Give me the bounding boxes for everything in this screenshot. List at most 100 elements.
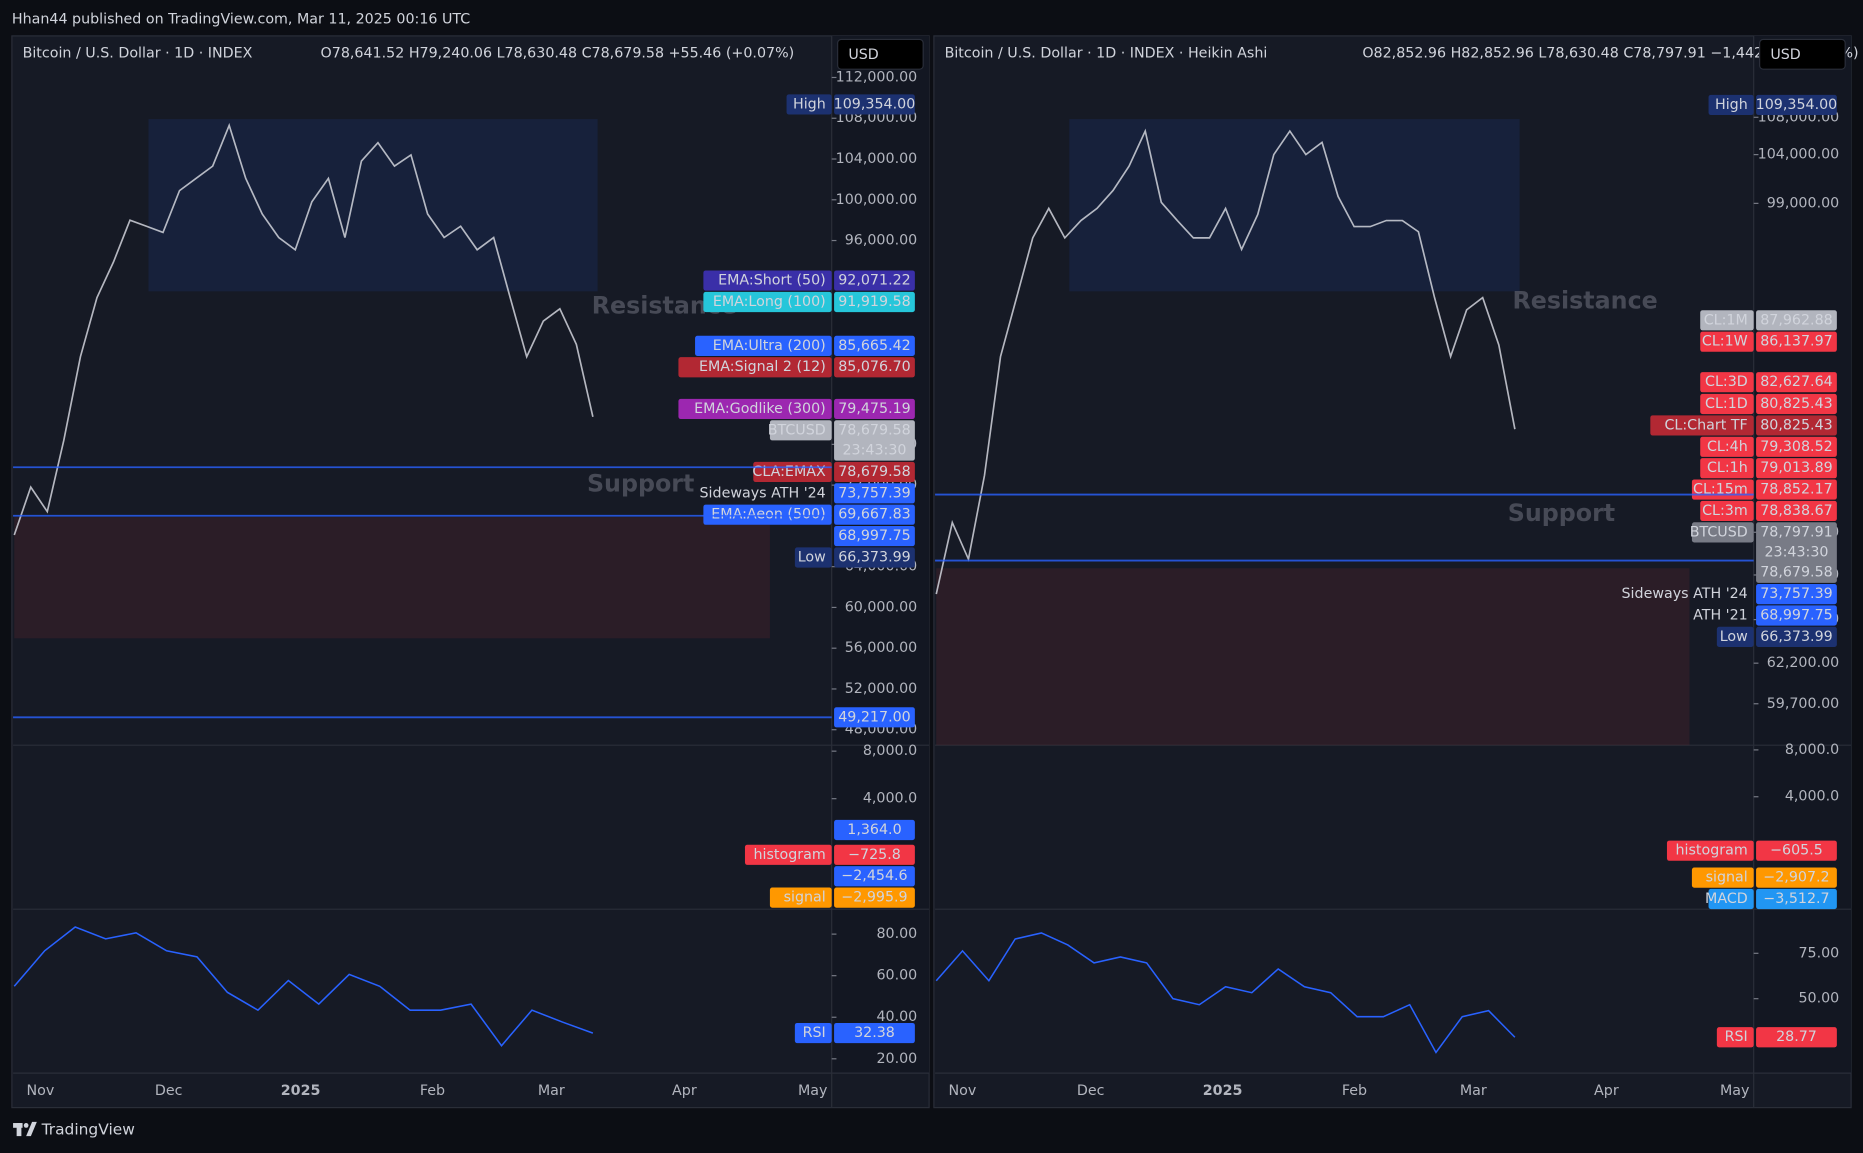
y-tick-label: 59,700.00 — [1767, 696, 1840, 712]
x-tick-label: Apr — [1594, 1083, 1619, 1099]
tag-name: RSI — [1725, 1029, 1748, 1045]
price-tag — [834, 844, 915, 865]
tag-name-box — [1691, 522, 1754, 543]
tag-name-box — [1700, 372, 1754, 393]
x-tick-label: Nov — [948, 1083, 976, 1099]
x-tick-label: Nov — [26, 1083, 54, 1099]
price-tag — [1756, 500, 1837, 522]
tag-name-box — [1716, 626, 1754, 648]
tag-name: signal — [1706, 870, 1748, 886]
x-tick-label: Feb — [420, 1083, 445, 1099]
currency: USD — [848, 47, 878, 63]
price-tag-label: 68,997.75 — [838, 528, 911, 544]
tag-name: MACD — [1705, 891, 1748, 907]
price-tag-label: 69,667.83 — [838, 507, 911, 523]
tag-name-box — [794, 1022, 832, 1044]
tag-name-box — [769, 887, 832, 908]
price-tag — [1756, 479, 1837, 500]
y-tick-label: 4,000.0 — [863, 791, 917, 807]
rsi-line — [935, 932, 1516, 1054]
price-tag-label: 49,217.00 — [838, 709, 911, 725]
resistance-zone — [1069, 119, 1520, 292]
price-tag-label: −2,907.2 — [1763, 870, 1829, 886]
tag-name: High — [793, 96, 826, 112]
tag-name: CL:1D — [1705, 396, 1748, 412]
price-tag — [1756, 310, 1837, 331]
price-tag — [1756, 584, 1837, 605]
tag-name: histogram — [754, 847, 826, 863]
price-tag-label: 91,919.58 — [838, 294, 911, 310]
price-tag-label: 109,354.00 — [834, 96, 916, 112]
price-tag-label: 79,013.89 — [1760, 460, 1833, 476]
chart-panel — [11, 35, 930, 1109]
price-tag — [834, 398, 915, 420]
price-tag-label: 78,797.91 — [1760, 524, 1833, 540]
price-tag — [1756, 867, 1837, 888]
y-tick-label: 104,000.00 — [1758, 147, 1840, 163]
price-tag-label: −605.5 — [1770, 843, 1823, 859]
price-tag-label: 68,997.75 — [1760, 608, 1833, 624]
tag-name: signal — [784, 890, 826, 906]
chart-panel — [933, 35, 1852, 1109]
price-tag-sub: 23:43:30 — [1764, 545, 1828, 561]
price-tag-label: 32.38 — [854, 1025, 895, 1041]
publish-header: Hhan44 published on TradingView.com, Mar… — [12, 11, 470, 27]
y-tick-label: 4,000.0 — [1785, 789, 1839, 805]
price-tag — [1756, 605, 1837, 626]
ohlc-values: O82,852.96 H82,852.96 L78,630.48 C78,797… — [1362, 46, 1858, 62]
price-tag — [834, 504, 915, 525]
price-tag — [834, 1022, 915, 1044]
y-tick-label: 80.00 — [876, 926, 917, 942]
tag-name-box — [1700, 310, 1754, 331]
price-tag-label: 1,364.0 — [847, 822, 901, 838]
price-tag — [1756, 372, 1837, 393]
x-tick-label: Mar — [1460, 1083, 1487, 1099]
tag-name: CLA:EMAX — [752, 464, 826, 480]
symbol-title: Bitcoin / U.S. Dollar · 1D · INDEX — [23, 46, 253, 62]
y-tick-label: 56,000.00 — [845, 640, 918, 656]
price-tag-label: 78,679.58 — [838, 422, 911, 438]
price-tag-sub: 78,679.58 — [1760, 565, 1833, 581]
tag-name-box — [786, 94, 832, 115]
tag-name: EMA:Long (100) — [713, 294, 826, 310]
y-tick-label: 112,000.00 — [836, 69, 918, 85]
price-tag — [1756, 331, 1837, 352]
price-tag — [834, 707, 915, 728]
price-tag — [834, 819, 915, 841]
price-tag — [1756, 393, 1837, 415]
tag-name: CL:15m — [1693, 482, 1748, 498]
price-tag-label: 85,076.70 — [838, 359, 911, 375]
rsi-line — [13, 926, 594, 1047]
tag-name-box — [769, 420, 832, 441]
support-zone — [936, 568, 1690, 746]
tag-name-box — [695, 335, 832, 356]
price-tag-label: 85,665.42 — [838, 338, 911, 354]
tag-name-box — [1700, 331, 1754, 352]
y-tick-label: 60.00 — [876, 968, 917, 984]
x-tick-label: Mar — [538, 1083, 565, 1099]
y-tick-label: 99,000.00 — [1767, 195, 1840, 211]
price-tag — [834, 866, 915, 887]
price-tag-label: 66,373.99 — [1760, 629, 1833, 645]
price-tag — [834, 461, 915, 483]
price-tag-label: 80,825.43 — [1760, 417, 1833, 433]
tag-name: CL:4h — [1707, 439, 1748, 455]
tag-name: histogram — [1676, 843, 1748, 859]
y-tick-label: 62,200.00 — [1767, 655, 1840, 671]
currency-button — [837, 38, 924, 70]
price-tag-label: 66,373.99 — [838, 549, 911, 565]
price-tag — [834, 270, 915, 291]
price-tag — [834, 291, 915, 313]
tag-name-box — [678, 357, 832, 378]
tag-name: RSI — [803, 1025, 826, 1041]
price-tag-label: 78,679.58 — [838, 464, 911, 480]
footer-brand: TradingView — [41, 1121, 135, 1139]
x-tick-label: Apr — [672, 1083, 697, 1099]
price-tag-label: 78,852.17 — [1760, 482, 1833, 498]
symbol-title: Bitcoin / U.S. Dollar · 1D · INDEX · Hei… — [945, 46, 1268, 62]
price-tag-label: 28.77 — [1776, 1029, 1817, 1045]
price-tag — [834, 547, 915, 568]
tag-name-box — [1700, 436, 1754, 457]
tag-name: ATH '21 — [1693, 608, 1748, 624]
tag-name-box — [703, 270, 832, 291]
